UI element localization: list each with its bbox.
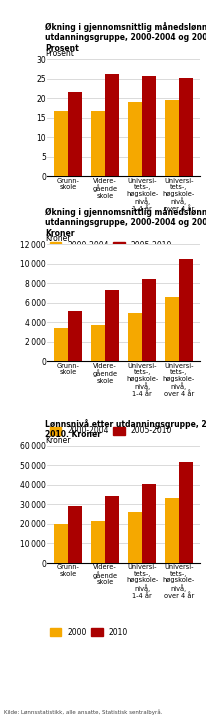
Bar: [128, 102, 142, 176]
Text: Kilde: Lønnsstatistikk, alle ansatte, Statistisk sentralbyrå.: Kilde: Lønnsstatistikk, alle ansatte, St…: [4, 709, 163, 715]
Bar: [91, 325, 105, 361]
Bar: [142, 484, 156, 563]
Legend: 2000, 2010: 2000, 2010: [50, 628, 128, 637]
Bar: [54, 328, 68, 361]
Text: Økning i gjennomsnittlig månedslønn, etter
utdanningsgruppe, 2000-2004 og 2005-2: Økning i gjennomsnittlig månedslønn, ett…: [45, 22, 206, 53]
Text: Økning i gjennomsnittlig månedslønn, etter
utdanningsgruppe, 2000-2004 og 2005-2: Økning i gjennomsnittlig månedslønn, ett…: [45, 207, 206, 238]
Bar: [54, 111, 68, 176]
Bar: [142, 76, 156, 176]
Bar: [54, 524, 68, 563]
Bar: [68, 506, 82, 563]
Text: Lønnsnivå etter utdanningsgruppe, 2000 og
2010. Kroner: Lønnsnivå etter utdanningsgruppe, 2000 o…: [45, 419, 206, 439]
Bar: [68, 92, 82, 176]
Bar: [179, 78, 193, 176]
Bar: [142, 279, 156, 361]
Bar: [128, 312, 142, 361]
Text: Kroner: Kroner: [45, 234, 71, 243]
Bar: [91, 111, 105, 176]
Text: Kroner: Kroner: [45, 436, 71, 445]
Bar: [68, 310, 82, 361]
Bar: [105, 74, 119, 176]
Bar: [105, 290, 119, 361]
Bar: [165, 100, 179, 176]
Legend: 2000-2004, 2005-2010: 2000-2004, 2005-2010: [50, 241, 172, 251]
Bar: [179, 258, 193, 361]
Bar: [91, 521, 105, 563]
Bar: [165, 498, 179, 563]
Legend: 2000-2004, 2005-2010: 2000-2004, 2005-2010: [50, 426, 172, 436]
Bar: [105, 495, 119, 563]
Text: Prosent: Prosent: [45, 49, 74, 58]
Bar: [179, 462, 193, 563]
Bar: [128, 512, 142, 563]
Bar: [165, 297, 179, 361]
